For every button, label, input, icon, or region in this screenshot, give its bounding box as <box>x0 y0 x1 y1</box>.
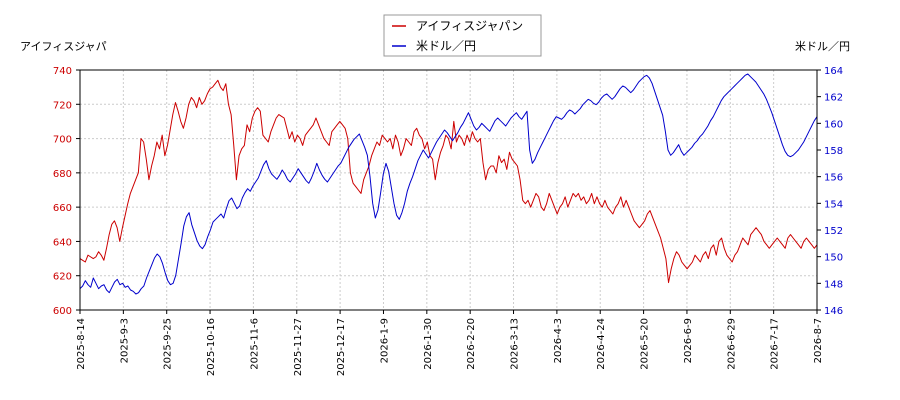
legend-label-series-0: アイフィスジャパン <box>416 19 523 33</box>
x-tick-label: 2026-2-20 <box>466 318 477 370</box>
plot-frame <box>79 69 818 311</box>
right-axis: 146 148 150 152 154 156 158 160 162 164 <box>817 66 843 317</box>
legend-label-series-1: 米ドル／円 <box>416 39 476 53</box>
left-tick-label: 660 <box>53 203 72 214</box>
x-tick-label: 2025-9-3 <box>119 318 130 363</box>
right-tick-label: 162 <box>824 93 843 104</box>
x-tick-label: 2026-7-17 <box>770 318 781 370</box>
x-tick-label: 2025-9-25 <box>163 318 174 370</box>
legend-box <box>383 14 542 57</box>
series-line-1 <box>79 73 818 295</box>
left-axis-title: アイフィスジャパ <box>20 40 107 53</box>
x-tick-label: 2025-11-6 <box>249 318 260 370</box>
right-tick-label: 146 <box>824 306 843 317</box>
left-tick-label: 680 <box>53 169 72 180</box>
x-tick-label: 2026-8-7 <box>813 318 824 363</box>
x-tick-label: 2026-4-24 <box>596 318 607 370</box>
right-tick-label: 156 <box>824 173 843 184</box>
x-axis: 2025-8-14 2025-9-3 2025-9-25 2025-10-16 2025… <box>76 310 824 376</box>
right-tick-label: 154 <box>824 199 843 210</box>
left-tick-label: 600 <box>53 306 72 317</box>
left-axis: 600 620 640 660 680 700 720 740 <box>53 66 80 317</box>
right-tick-label: 160 <box>824 119 843 130</box>
left-tick-label: 740 <box>53 66 72 77</box>
x-tick-label: 2025-11-27 <box>293 318 304 376</box>
x-tick-label: 2025-12-17 <box>336 318 347 376</box>
right-tick-label: 158 <box>824 146 843 157</box>
series-layer <box>79 73 818 295</box>
right-tick-label: 152 <box>824 226 843 237</box>
x-tick-label: 2026-3-13 <box>510 318 521 370</box>
right-tick-label: 164 <box>824 66 843 77</box>
x-tick-label: 2025-10-16 <box>206 318 217 376</box>
x-tick-label: 2026-1-30 <box>423 318 434 370</box>
right-axis-title: 米ドル／円 <box>795 40 850 53</box>
left-tick-label: 620 <box>53 272 72 283</box>
x-tick-label: 2025-8-14 <box>76 318 87 370</box>
x-tick-label: 2026-6-29 <box>726 318 737 370</box>
left-tick-label: 720 <box>53 100 72 111</box>
x-tick-label: 2026-6-9 <box>683 318 694 363</box>
right-tick-label: 150 <box>824 253 843 264</box>
legend: アイフィスジャパン 米ドル／円 <box>383 14 542 57</box>
x-tick-label: 2026-1-9 <box>379 318 390 363</box>
left-tick-label: 700 <box>53 135 72 146</box>
left-tick-label: 640 <box>53 237 72 248</box>
right-tick-label: 148 <box>824 279 843 290</box>
x-tick-label: 2026-4-3 <box>553 318 564 363</box>
series-line-0 <box>79 79 818 284</box>
x-tick-label: 2026-5-20 <box>640 318 651 370</box>
